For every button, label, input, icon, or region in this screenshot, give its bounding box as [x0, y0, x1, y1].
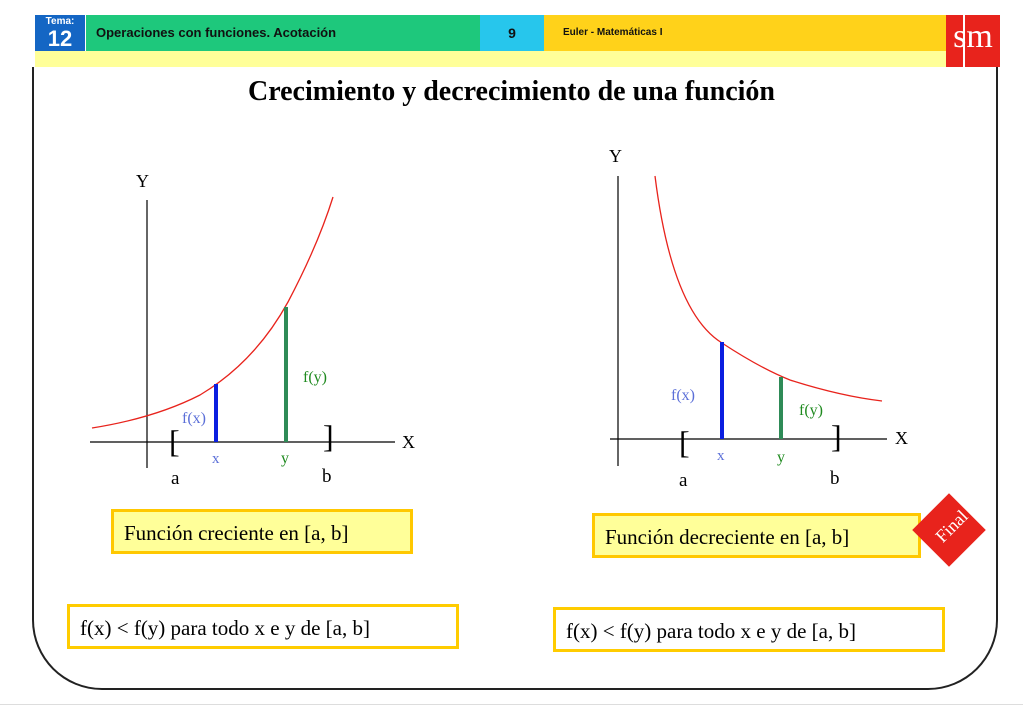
chapter-title: Operaciones con funciones. Acotación [86, 15, 480, 51]
logo-divider [963, 15, 965, 67]
left-x-label: x [212, 451, 220, 467]
right-close-bracket: ] [831, 418, 842, 454]
left-condition: f(x) < f(y) para todo x e y de [a, b] [67, 604, 459, 649]
right-b-label: b [830, 468, 840, 489]
right-graph: Y X f(x) f(y) x y [ ] a b [609, 146, 908, 491]
right-condition: f(x) < f(y) para todo x e y de [a, b] [553, 607, 945, 652]
left-y-axis-label: Y [136, 171, 149, 191]
left-caption: Función creciente en [a, b] [111, 509, 413, 554]
right-open-bracket: [ [679, 424, 690, 460]
bottom-divider [0, 704, 1023, 705]
left-y-label: y [281, 450, 289, 467]
sm-logo: sm [946, 15, 1000, 67]
left-close-bracket: ] [323, 418, 334, 454]
right-y-label: y [777, 449, 785, 466]
right-a-label: a [679, 470, 688, 491]
right-x-label: x [717, 448, 725, 464]
right-fx-label: f(x) [671, 387, 695, 404]
left-b-label: b [322, 466, 332, 487]
left-graph: Y X f(x) f(y) x y [ ] a b [90, 171, 415, 489]
left-fx-label: f(x) [182, 410, 206, 427]
left-a-label: a [171, 468, 180, 489]
book-title: Euler - Matemáticas I [544, 15, 946, 51]
right-fy-label: f(y) [799, 402, 823, 419]
right-x-axis-label: X [895, 428, 908, 448]
slide-frame [32, 67, 998, 690]
right-caption: Función decreciente en [a, b] [592, 513, 921, 558]
left-increasing-curve [91, 196, 334, 429]
tema-badge: Tema: 12 [35, 15, 85, 51]
header-strip [35, 51, 946, 67]
header: Tema: 12 Operaciones con funciones. Acot… [0, 0, 1023, 70]
right-y-axis-label: Y [609, 146, 622, 166]
right-decreasing-curve [654, 175, 883, 402]
left-open-bracket: [ [169, 423, 180, 459]
page-number: 9 [480, 15, 544, 51]
tema-label: Tema: [45, 16, 75, 27]
tema-number: 12 [47, 26, 73, 51]
main-title: Crecimiento y decrecimiento de una funci… [247, 76, 775, 107]
left-fy-label: f(y) [303, 369, 327, 386]
left-x-axis-label: X [402, 432, 415, 452]
